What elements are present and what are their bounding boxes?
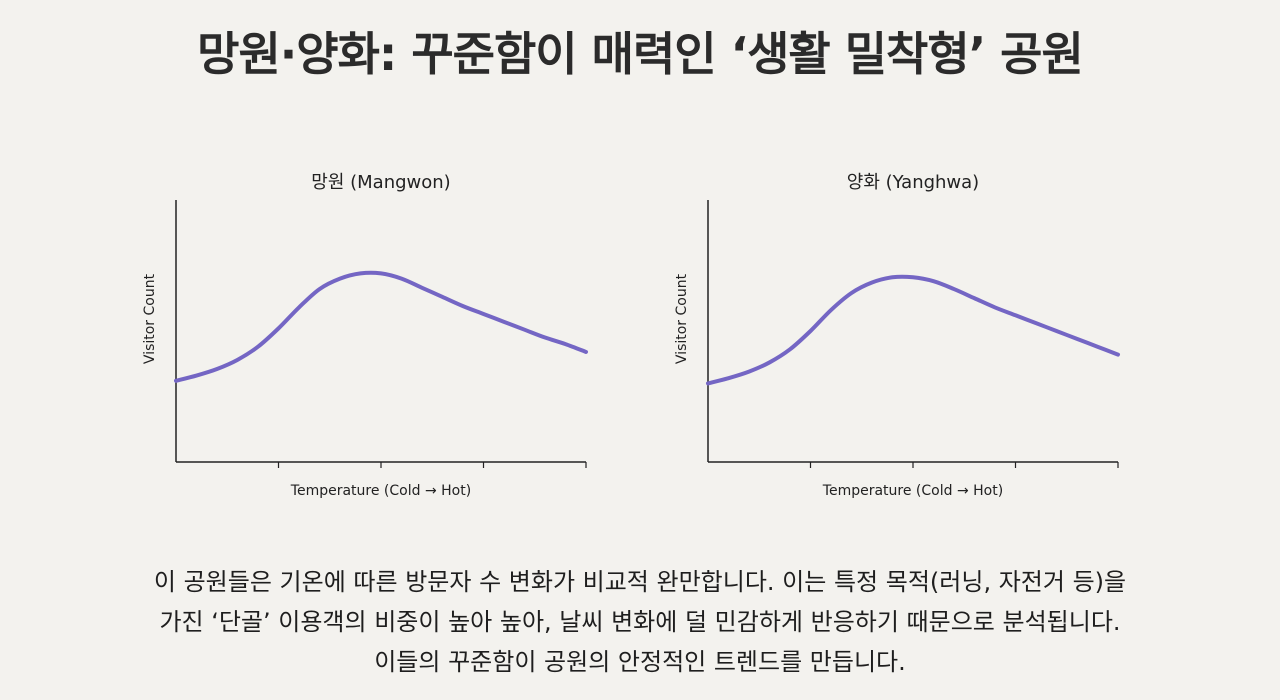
caption: 이 공원들은 기온에 따른 방문자 수 변화가 비교적 완만합니다. 이는 특정…: [0, 562, 1280, 682]
x-axis-label: Temperature (Cold → Hot): [822, 483, 1003, 499]
caption-line: 이들의 꾸준함이 공원의 안정적인 트렌드를 만듭니다.: [374, 648, 906, 676]
caption-line: 이 공원들은 기온에 따른 방문자 수 변화가 비교적 완만합니다. 이는 특정…: [153, 568, 1127, 596]
chart-title: 망원 (Mangwon): [311, 172, 451, 193]
y-axis-label: Visitor Count: [674, 273, 690, 364]
chart-title: 양화 (Yanghwa): [846, 172, 980, 193]
chart-mangwon: Temperature (Cold → Hot) Visitor Count 망원…: [130, 160, 610, 510]
series-line: [174, 270, 588, 383]
y-axis-label: Visitor Count: [142, 273, 158, 364]
caption-line: 가진 ‘단골’ 이용객의 비중이 높아 높아, 날씨 변화에 덜 민감하게 반응…: [159, 608, 1121, 636]
x-axis-label: Temperature (Cold → Hot): [290, 483, 471, 499]
series-line: [706, 274, 1120, 386]
chart-svg: Temperature (Cold → Hot) Visitor Count: [142, 200, 588, 499]
page-title: 망원·양화: 꾸준함이 매력인 ‘생활 밀착형’ 공원: [197, 27, 1084, 81]
chart-yanghwa: Temperature (Cold → Hot) Visitor Count 양화…: [662, 160, 1142, 510]
chart-svg: Temperature (Cold → Hot) Visitor Count: [674, 200, 1120, 499]
